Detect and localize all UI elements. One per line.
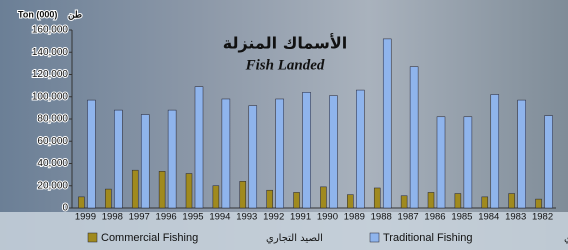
x-tick-label: 1999: [75, 212, 96, 223]
y-tick-label: 40,000: [37, 158, 68, 169]
bar: [249, 106, 257, 208]
x-tick-label: 1993: [236, 212, 257, 223]
y-tick-label: 20,000: [37, 180, 68, 191]
bar: [186, 174, 192, 208]
x-tick-label: 1982: [532, 212, 553, 223]
chart: Ton (000) طن الأسماك المنزلة Fish Landed…: [0, 0, 568, 250]
bar: [222, 99, 230, 208]
chart-title-ar: الأسماك المنزلة: [223, 34, 348, 53]
bar: [491, 95, 499, 208]
bar: [401, 196, 407, 208]
legend-swatch: [88, 233, 97, 242]
bar: [87, 100, 95, 208]
legend-label-ar: الصيد التقليدي: [564, 233, 568, 244]
x-tick-label: 1989: [344, 212, 365, 223]
bar: [509, 194, 515, 208]
y-tick-label: 120,000: [32, 69, 69, 80]
bar: [428, 192, 434, 208]
bar: [105, 189, 111, 208]
x-tick-label: 1997: [129, 212, 150, 223]
bar: [383, 39, 391, 208]
legend-label: Commercial Fishing: [101, 232, 198, 244]
legend-label: Traditional Fishing: [383, 232, 472, 244]
bar: [347, 195, 353, 208]
bar: [536, 199, 542, 208]
y-label: Ton (000): [18, 9, 57, 19]
bar: [356, 90, 364, 208]
bar: [374, 188, 380, 208]
x-tick-label: 1984: [478, 212, 499, 223]
y-tick-label: 140,000: [32, 47, 69, 58]
bar: [195, 87, 203, 208]
bar: [132, 170, 138, 208]
bar: [329, 96, 337, 208]
x-tick-label: 1995: [182, 212, 203, 223]
x-tick-label: 1985: [451, 212, 472, 223]
x-tick-label: 1988: [371, 212, 392, 223]
chart-title: Fish Landed: [245, 57, 325, 73]
bar: [141, 115, 149, 208]
bar: [455, 194, 461, 208]
bar: [78, 197, 84, 208]
x-tick-label: 1996: [156, 212, 177, 223]
bar: [303, 92, 311, 208]
bar: [240, 181, 246, 208]
x-tick-label: 1998: [102, 212, 123, 223]
x-tick-label: 1991: [290, 212, 311, 223]
bar: [294, 192, 300, 208]
y-tick-label: 160,000: [32, 25, 69, 36]
bar: [114, 110, 122, 208]
x-tick-label: 1990: [317, 212, 338, 223]
bar: [437, 117, 445, 208]
x-tick-label: 1986: [424, 212, 445, 223]
bar: [518, 100, 526, 208]
bar: [545, 116, 553, 208]
y-label-ar: طن: [68, 9, 82, 20]
bar: [168, 110, 176, 208]
y-tick-label: 100,000: [32, 91, 69, 102]
bar: [213, 186, 219, 208]
bar: [267, 190, 273, 208]
bar: [410, 67, 418, 208]
y-tick-label: 60,000: [37, 136, 68, 147]
x-tick-label: 1983: [505, 212, 526, 223]
legend-swatch: [370, 233, 379, 242]
page: Ton (000) طن الأسماك المنزلة Fish Landed…: [0, 0, 568, 250]
y-tick-label: 80,000: [37, 114, 68, 125]
x-tick-label: 1992: [263, 212, 284, 223]
bar: [482, 197, 488, 208]
legend-label-ar: الصيد التجاري: [266, 233, 323, 244]
bar: [276, 99, 284, 208]
x-tick-label: 1994: [209, 212, 230, 223]
bar: [464, 117, 472, 208]
bar: [159, 171, 165, 208]
bar: [320, 187, 326, 208]
y-tick-label: 0: [62, 203, 68, 214]
x-tick-label: 1987: [398, 212, 419, 223]
